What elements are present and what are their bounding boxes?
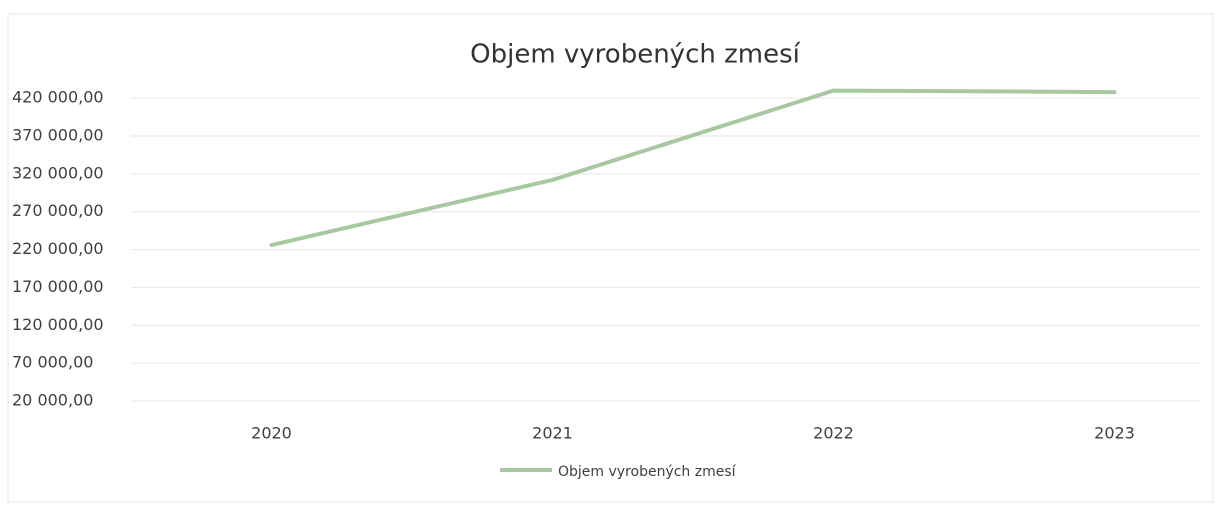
x-tick-label: 2021 [532,424,573,443]
y-tick-label: 370 000,00 [12,126,104,145]
y-tick-label: 20 000,00 [12,391,93,410]
y-tick-label: 170 000,00 [12,277,104,296]
chart-frame [7,13,1214,503]
y-tick-label: 420 000,00 [12,88,104,107]
y-tick-label: 220 000,00 [12,239,104,258]
legend-label: Objem vyrobených zmesí [558,464,737,480]
x-tick-label: 2022 [813,424,854,443]
x-tick-label: 2023 [1094,424,1135,443]
x-tick-label: 2020 [251,424,292,443]
y-tick-label: 120 000,00 [12,315,104,334]
chart-title: Objem vyrobených zmesí [470,40,800,70]
y-tick-label: 70 000,00 [12,353,93,372]
line-series [269,88,1117,248]
y-tick-label: 270 000,00 [12,201,104,220]
y-tick-label: 320 000,00 [12,163,104,182]
